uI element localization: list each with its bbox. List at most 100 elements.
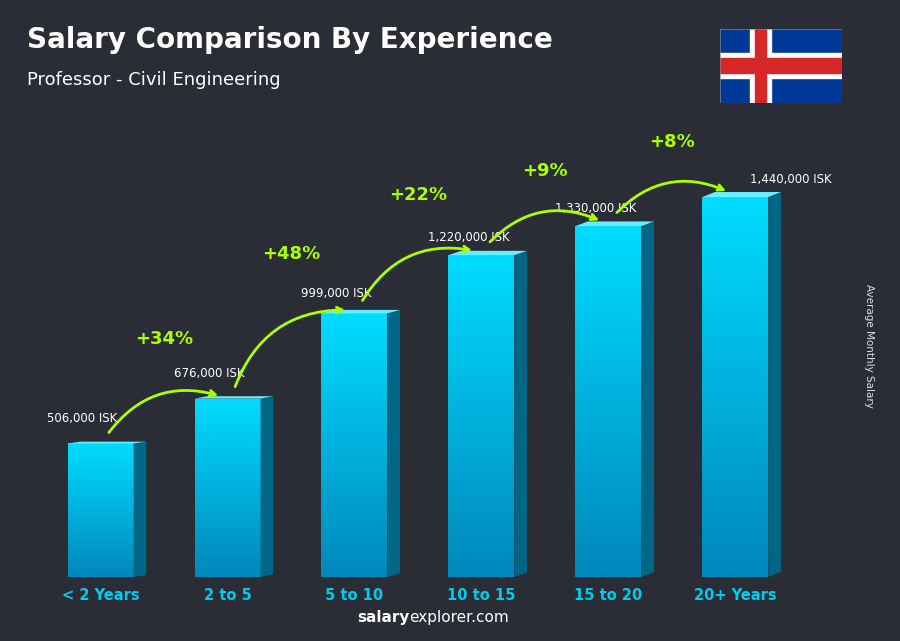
Bar bbox=[321, 353, 388, 357]
Bar bbox=[68, 510, 133, 512]
Bar bbox=[68, 481, 133, 483]
Bar bbox=[575, 478, 642, 483]
Bar bbox=[68, 524, 133, 526]
Bar bbox=[68, 466, 133, 468]
Bar bbox=[321, 370, 388, 375]
Text: +8%: +8% bbox=[649, 133, 695, 151]
Bar bbox=[448, 497, 515, 502]
Bar bbox=[575, 489, 642, 495]
Bar bbox=[68, 537, 133, 539]
Bar bbox=[448, 378, 515, 384]
Polygon shape bbox=[515, 251, 527, 577]
Bar bbox=[68, 512, 133, 515]
Bar bbox=[321, 327, 388, 331]
Bar bbox=[194, 556, 260, 559]
Bar bbox=[321, 515, 388, 520]
Bar bbox=[321, 366, 388, 370]
Bar bbox=[575, 296, 642, 302]
Bar bbox=[448, 314, 515, 319]
Bar bbox=[68, 479, 133, 481]
Bar bbox=[321, 537, 388, 542]
Bar bbox=[321, 410, 388, 415]
Bar bbox=[68, 559, 133, 562]
Bar bbox=[194, 404, 260, 408]
Bar bbox=[321, 392, 388, 397]
Bar bbox=[575, 244, 642, 249]
Bar bbox=[194, 446, 260, 449]
Bar bbox=[321, 472, 388, 476]
Bar bbox=[575, 232, 642, 238]
Bar bbox=[720, 53, 842, 78]
Bar bbox=[194, 458, 260, 461]
Bar bbox=[448, 325, 515, 330]
Bar bbox=[448, 277, 515, 282]
Bar bbox=[321, 555, 388, 560]
Bar bbox=[575, 273, 642, 279]
Bar bbox=[321, 441, 388, 445]
Bar bbox=[68, 490, 133, 492]
Bar bbox=[321, 498, 388, 503]
Bar bbox=[68, 463, 133, 466]
Bar bbox=[194, 476, 260, 479]
Bar bbox=[575, 530, 642, 536]
Bar bbox=[68, 468, 133, 470]
Bar bbox=[702, 311, 769, 317]
Bar bbox=[321, 318, 388, 322]
Bar bbox=[68, 474, 133, 477]
Bar bbox=[68, 568, 133, 570]
Bar bbox=[702, 273, 769, 279]
Text: Professor - Civil Engineering: Professor - Civil Engineering bbox=[27, 71, 281, 88]
Bar bbox=[194, 461, 260, 464]
Bar bbox=[702, 381, 769, 387]
Polygon shape bbox=[321, 310, 400, 313]
Text: +22%: +22% bbox=[389, 187, 447, 204]
Bar bbox=[702, 355, 769, 362]
Bar bbox=[575, 571, 642, 577]
Bar bbox=[321, 533, 388, 537]
Bar bbox=[702, 248, 769, 254]
Bar bbox=[575, 454, 642, 460]
Bar bbox=[194, 449, 260, 452]
Bar bbox=[194, 488, 260, 491]
Polygon shape bbox=[448, 251, 527, 255]
Bar bbox=[448, 298, 515, 303]
Bar bbox=[321, 322, 388, 327]
Bar bbox=[194, 547, 260, 550]
Bar bbox=[68, 492, 133, 495]
Bar bbox=[68, 544, 133, 545]
Bar bbox=[448, 534, 515, 539]
Bar bbox=[702, 197, 769, 203]
Bar bbox=[575, 262, 642, 267]
Bar bbox=[194, 529, 260, 532]
Bar bbox=[575, 255, 642, 262]
Bar bbox=[448, 421, 515, 427]
Bar bbox=[68, 575, 133, 577]
Bar bbox=[321, 489, 388, 494]
Bar bbox=[702, 412, 769, 419]
Bar bbox=[448, 352, 515, 357]
Bar bbox=[194, 532, 260, 535]
Bar bbox=[321, 419, 388, 423]
Bar bbox=[194, 562, 260, 565]
Bar bbox=[448, 287, 515, 293]
Bar bbox=[448, 330, 515, 336]
Bar bbox=[321, 506, 388, 511]
Bar bbox=[68, 545, 133, 548]
Bar bbox=[575, 472, 642, 478]
Bar bbox=[194, 428, 260, 431]
Bar bbox=[575, 413, 642, 419]
Bar bbox=[321, 437, 388, 441]
Bar bbox=[68, 539, 133, 541]
Bar bbox=[575, 267, 642, 273]
Bar bbox=[68, 541, 133, 544]
Bar bbox=[448, 470, 515, 475]
Bar bbox=[68, 526, 133, 528]
Text: 676,000 ISK: 676,000 ISK bbox=[175, 367, 245, 380]
Bar bbox=[321, 503, 388, 506]
Bar bbox=[448, 271, 515, 277]
Polygon shape bbox=[388, 310, 400, 577]
Bar bbox=[321, 494, 388, 498]
Bar bbox=[702, 349, 769, 355]
Bar bbox=[448, 464, 515, 470]
Bar bbox=[702, 210, 769, 216]
